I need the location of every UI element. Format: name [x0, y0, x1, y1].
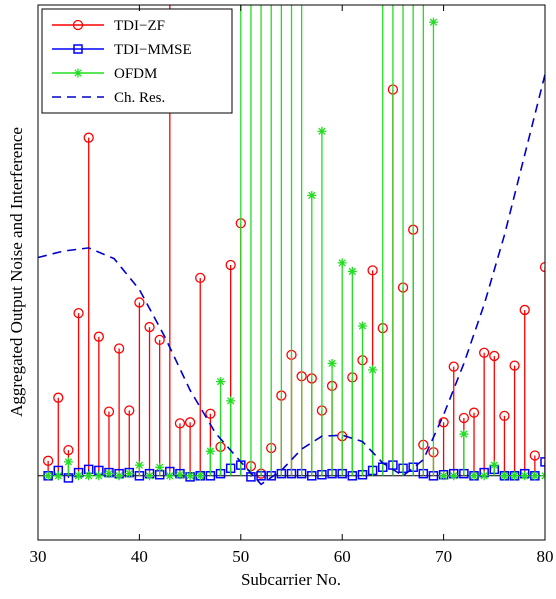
marker [145, 471, 155, 481]
marker [226, 396, 236, 406]
marker [468, 407, 480, 418]
marker [72, 19, 84, 31]
marker [539, 262, 545, 273]
x-tick-label: 60 [334, 547, 351, 566]
marker [73, 68, 83, 78]
marker [225, 259, 236, 271]
marker [134, 297, 145, 308]
x-tick-label: 80 [537, 547, 554, 566]
marker [317, 126, 327, 136]
marker [53, 392, 64, 403]
legend-label: Ch. Res. [114, 90, 165, 106]
marker [103, 406, 115, 417]
marker [94, 471, 104, 481]
x-axis-label: Subcarrier No. [241, 570, 341, 589]
marker [175, 470, 185, 480]
legend-label: TDI−MMSE [114, 42, 192, 58]
marker [520, 471, 530, 481]
marker [479, 347, 490, 358]
legend-label: TDI−ZF [114, 18, 165, 34]
marker [438, 417, 449, 428]
marker [63, 444, 74, 456]
x-tick-label: 50 [232, 547, 249, 566]
marker [205, 446, 215, 456]
marker [93, 331, 104, 342]
marker [459, 429, 469, 439]
marker [489, 460, 499, 470]
marker [469, 471, 479, 481]
marker [489, 350, 500, 362]
marker [439, 471, 449, 481]
marker [104, 469, 114, 479]
marker [509, 360, 520, 371]
marker [195, 471, 205, 481]
plot-content [38, 5, 545, 486]
marker [530, 471, 540, 481]
marker [42, 455, 54, 466]
marker [307, 190, 317, 200]
marker [144, 321, 155, 333]
marker [195, 272, 206, 284]
marker [428, 17, 438, 27]
marker [499, 410, 510, 422]
x-tick-label: 40 [131, 547, 148, 566]
marker [184, 417, 196, 428]
marker [134, 460, 144, 470]
marker [185, 471, 195, 481]
x-tick-label: 70 [435, 547, 452, 566]
marker [367, 265, 378, 276]
marker [327, 358, 337, 368]
legend: TDI−ZF TDI−MMSE OFDM Ch. Res. [41, 8, 233, 114]
marker [458, 412, 470, 424]
marker [84, 471, 94, 481]
marker [53, 471, 63, 481]
marker [63, 457, 73, 467]
marker [205, 408, 216, 419]
legend-label: OFDM [114, 66, 157, 82]
marker [479, 471, 489, 481]
marker [499, 471, 509, 481]
marker [519, 304, 530, 316]
marker [73, 308, 84, 319]
axes-box [37, 4, 546, 541]
marker [540, 457, 545, 467]
marker [124, 469, 134, 479]
y-axis-label: Aggregated Output Noise and Interference [7, 127, 26, 417]
marker [174, 418, 186, 429]
marker [529, 450, 541, 461]
marker [357, 321, 367, 331]
marker [114, 471, 124, 481]
marker [113, 343, 125, 354]
marker [448, 361, 459, 372]
line [38, 74, 545, 486]
marker [449, 471, 459, 481]
x-tick-label: 30 [30, 547, 47, 566]
marker [368, 365, 378, 375]
marker [216, 377, 226, 387]
marker [124, 405, 135, 416]
marker [73, 44, 83, 54]
marker [337, 258, 347, 268]
marker [154, 334, 165, 346]
marker [43, 471, 53, 481]
marker [165, 471, 175, 481]
marker [347, 266, 357, 276]
marker [74, 471, 84, 481]
marker [510, 471, 520, 481]
marker [83, 132, 94, 143]
marker [155, 462, 165, 472]
